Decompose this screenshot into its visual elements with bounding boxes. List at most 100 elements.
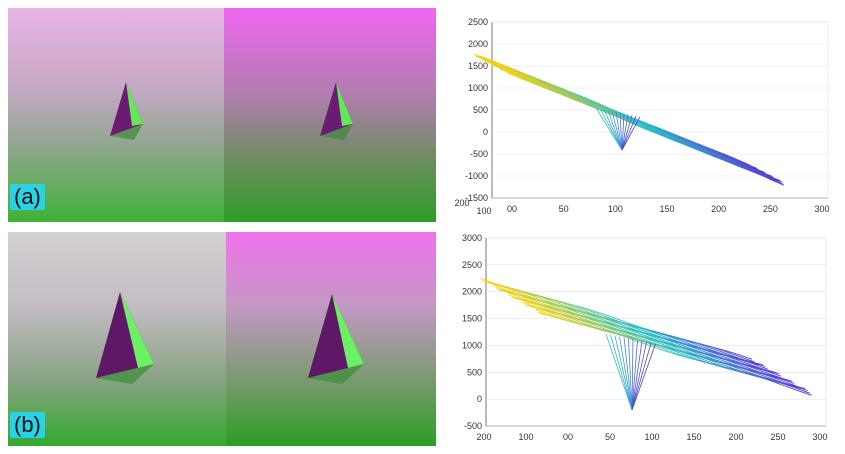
indent-marks-b [96, 292, 364, 384]
surface-mesh-line [680, 139, 696, 147]
surface-mesh-line [596, 325, 611, 332]
surface-mesh-line [526, 74, 541, 82]
surface-mesh-line [617, 328, 632, 334]
surface-mesh-line [565, 303, 580, 310]
surface-mesh-line [737, 165, 752, 172]
surface-mesh-line [669, 344, 684, 351]
surface-mesh-line [680, 347, 695, 353]
surface-mesh-line [741, 366, 756, 373]
indent-mesh-line [621, 113, 625, 151]
surface-mesh-line [569, 313, 584, 320]
surface-mesh-line [605, 325, 620, 332]
indent-mesh-line [621, 115, 633, 151]
surface-mesh-line [567, 308, 582, 315]
indent-mesh-line [607, 110, 623, 151]
surface-mesh-line [742, 361, 757, 368]
surface-mesh-line [685, 144, 701, 151]
surface-mesh-line [480, 55, 495, 63]
surface-mesh-line [753, 370, 768, 375]
indent-mesh-line [619, 112, 623, 151]
surface-mesh-line [755, 368, 770, 375]
surface-mesh-line [642, 330, 657, 337]
surface-mesh-line [507, 72, 522, 79]
surface-mesh-line [521, 78, 536, 84]
surface-mesh-line [737, 357, 752, 363]
x-tick-label: 300 [812, 432, 827, 442]
surface-mesh-line [717, 354, 732, 360]
surface-mesh-line [639, 121, 654, 129]
surface-mesh-line [517, 294, 532, 301]
surface-mesh-line [648, 344, 663, 351]
surface-mesh-line [632, 123, 647, 130]
surface-mesh-line [584, 96, 599, 104]
surface-mesh-line [685, 140, 701, 148]
x-tick-label: 50 [605, 432, 615, 442]
surface-mesh-line [703, 361, 717, 366]
surface-mesh-line [688, 340, 703, 346]
surface-mesh-line [553, 307, 568, 313]
surface-mesh-line [719, 361, 734, 368]
surface-mesh-line [768, 378, 783, 384]
surface-mesh-line [782, 380, 797, 387]
surface-mesh-line [519, 70, 534, 78]
surface-mesh-line [573, 98, 588, 105]
surface-mesh-line [618, 111, 633, 119]
z-tick-label: -500 [464, 421, 482, 431]
surface-mesh-line [796, 387, 810, 394]
surface-mesh-line [554, 303, 569, 310]
x-tick-label: 150 [659, 204, 674, 214]
x-tick-label: 00 [563, 432, 573, 442]
surface-mesh-line [606, 323, 621, 329]
y-tick-label: 200 [454, 198, 469, 208]
surface-mesh-line [756, 172, 771, 180]
surface-mesh-line [728, 359, 743, 365]
z-tick-label: 500 [467, 367, 482, 377]
surface-mesh-line [546, 311, 561, 317]
surface-mesh-line [558, 311, 573, 317]
surface-mesh-line [520, 296, 535, 303]
surface-plot-a: 2500 2000 1500 1000 500 0 -500 -1000 -1500 00 50 10… [454, 17, 829, 216]
surface-mesh-line [733, 160, 748, 168]
surface-mesh-line [687, 144, 702, 150]
surface-mesh-line [630, 332, 645, 339]
surface-mesh-line [615, 324, 630, 330]
surface-mesh-line [586, 100, 601, 107]
surface-mesh-line [504, 68, 519, 76]
z-tick-label: 2000 [462, 287, 482, 297]
surface-mesh-line [755, 371, 770, 377]
surface-mesh-line [707, 359, 722, 365]
surface-mesh-line [588, 308, 603, 315]
surface-mesh-line [711, 154, 726, 162]
surface-mesh-line [716, 364, 731, 369]
surface-mesh-line [719, 155, 734, 162]
surface-mesh-line [704, 346, 719, 353]
z-tick-label: 0 [477, 394, 482, 404]
surface-mesh-line [546, 88, 561, 95]
surface-mesh-line [712, 154, 727, 161]
surface-mesh-line [544, 306, 559, 313]
surface-mesh-line [601, 316, 616, 322]
surface-mesh-line [767, 370, 782, 377]
surface-mesh-line [530, 78, 545, 87]
surface-mesh-line [580, 323, 595, 328]
indent-mesh-line [631, 340, 638, 411]
surface-mesh-line [741, 164, 756, 172]
indent-mesh-line [621, 114, 629, 151]
surface-mesh-line [581, 313, 596, 320]
surface-mesh-line [538, 295, 553, 301]
z-tick-label: 2500 [462, 260, 482, 270]
surface-mesh-line [619, 330, 634, 336]
surface-mesh-line [533, 306, 548, 313]
surface-mesh-line [689, 357, 704, 363]
surface-mesh-line [667, 342, 682, 348]
surface-mesh-line [644, 340, 659, 346]
surface-mesh-line [592, 322, 607, 327]
surface-mesh-line [556, 306, 571, 313]
surface-mesh-line [683, 349, 697, 356]
surface-mesh-line [633, 335, 647, 341]
surface-mesh-line [685, 354, 699, 361]
surface-mesh-line [504, 287, 519, 293]
surface-mesh-line [668, 134, 683, 142]
surface-mesh-line [558, 313, 573, 320]
surface-mesh-line [542, 301, 557, 308]
